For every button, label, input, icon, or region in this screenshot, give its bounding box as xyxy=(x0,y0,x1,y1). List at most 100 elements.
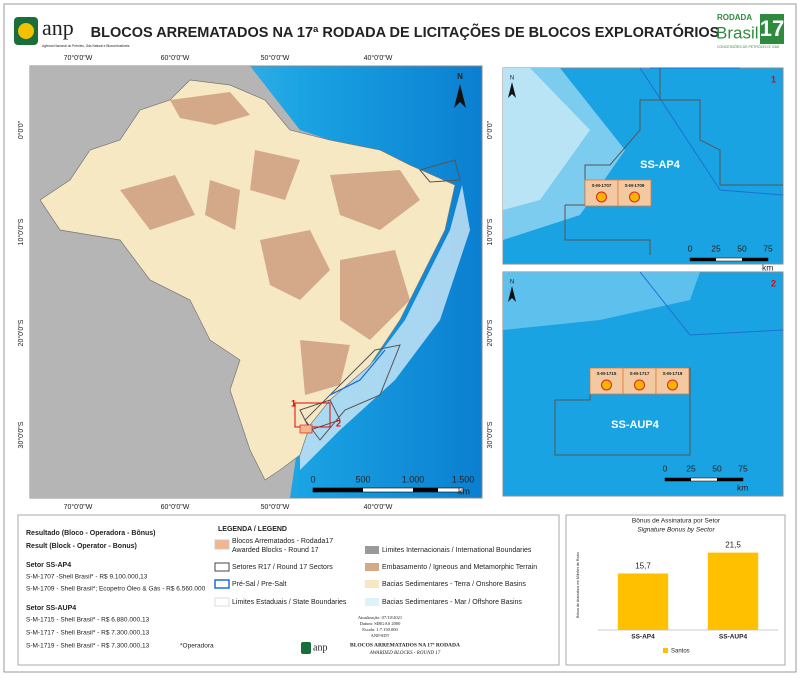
scale-label: 0 xyxy=(688,243,693,253)
longitude-label: 70°0'0"W xyxy=(64,503,93,511)
scale-label: 25 xyxy=(711,243,721,253)
legend-label: Santos xyxy=(671,649,690,655)
scale-bar-segment xyxy=(313,488,363,492)
inset-1 xyxy=(502,67,784,265)
legend-swatch xyxy=(365,563,379,571)
operator-icon xyxy=(601,379,612,391)
credit-title: AWARDED BLOCKS - ROUND 17 xyxy=(369,651,441,656)
longitude-label: 60°0'0"W xyxy=(161,54,190,62)
legend-swatch xyxy=(214,539,230,550)
credit-line: Atualização: 07/10/2021 xyxy=(358,615,402,620)
sector-name: Setor SS-AUP4 xyxy=(26,605,76,612)
round-logo-box xyxy=(760,14,784,44)
scale-bar-segment xyxy=(413,488,438,492)
longitude-label: 40°0'0"W xyxy=(364,503,393,511)
longitude-label: 60°0'0"W xyxy=(161,503,190,511)
legend-swatch xyxy=(214,597,230,607)
operator-icon xyxy=(667,379,678,391)
north-arrow xyxy=(508,286,516,302)
results-heading: Resultado (Bloco - Operadora - Bônus) xyxy=(26,530,156,537)
inset-number: 1 xyxy=(771,74,776,84)
y-axis-label: Bônus de Assinatura em Milhões de Reais xyxy=(576,552,580,618)
credit-line: ANP/SDT xyxy=(371,633,390,638)
info-panel xyxy=(17,514,560,666)
pre-salt xyxy=(639,67,784,196)
agency-logo: anp xyxy=(42,15,74,40)
inset-outline xyxy=(294,402,331,428)
value-label: 21,5 xyxy=(725,541,741,550)
chart-title: Bônus de Assinatura por Setor xyxy=(632,518,721,525)
scale-bar-segment xyxy=(717,478,743,481)
result-line: S-M-1719 - Shell Brasil* - R$ 7.300.000,… xyxy=(26,643,150,650)
operator-icon xyxy=(596,191,607,203)
operator-icon xyxy=(634,379,645,391)
operator-icon xyxy=(629,191,640,203)
legend-title: LEGENDA / LEGEND xyxy=(218,526,287,533)
latitude-label: 0°0'0" xyxy=(486,120,494,139)
longitude-label: 50°0'0"W xyxy=(261,54,290,62)
legend-label: Limites Internacionais / International B… xyxy=(382,547,532,554)
credit-title: BLOCOS ARREMATADOS NA 17ª RODADA xyxy=(350,642,460,648)
block-label: S-M-1709 xyxy=(625,183,645,188)
scale-unit: km xyxy=(737,482,748,492)
legend-label: Bacias Sedimentares - Terra / Onshore Ba… xyxy=(382,581,526,588)
sector-outline xyxy=(554,367,691,456)
scale-label: 25 xyxy=(686,463,696,473)
shelf xyxy=(503,68,590,210)
sector-name: Setor SS-AP4 xyxy=(26,562,71,569)
legend-label: Embasamento / Igneous and Metamorphic Te… xyxy=(382,564,537,571)
credit-line: Datum: SIRGAS 2000 xyxy=(360,621,402,626)
results-heading: Result (Block - Operator - Bonus) xyxy=(26,543,137,550)
basement-terrain xyxy=(120,92,420,395)
legend-swatch xyxy=(214,579,230,589)
block-label: S-M-1719 xyxy=(663,371,683,376)
legend-label: Bacias Sedimentares - Mar / Offshore Bas… xyxy=(382,599,522,606)
inset-number: 2 xyxy=(771,278,776,288)
scale-label: 75 xyxy=(738,463,748,473)
round-logo-top: RODADA xyxy=(717,13,752,22)
credit-logo: anp xyxy=(313,642,327,653)
round-logo-number: 17 xyxy=(760,16,784,41)
longitude-label: 70°0'0"W xyxy=(64,54,93,62)
shelf xyxy=(503,272,700,330)
latitude-label: 0°0'0" xyxy=(17,120,25,139)
scale-bar-segment xyxy=(690,258,716,261)
legend-swatch xyxy=(214,562,230,572)
sector-label: SS-AP4 xyxy=(640,159,681,171)
legend-label: Setores R17 / Round 17 Sectors xyxy=(232,564,333,571)
north-label: N xyxy=(510,76,514,82)
scale-label: 50 xyxy=(712,463,722,473)
bar xyxy=(617,573,669,630)
legend-swatch xyxy=(663,648,668,653)
result-line: S-M-1707 -Shell Brasil* - R$ 9.100.000,1… xyxy=(26,574,148,581)
footnote: *Operadora xyxy=(180,643,214,650)
north-label: N xyxy=(457,72,463,81)
result-line: S-M-1717 - Shell Brasil* - R$ 7.300.000,… xyxy=(26,630,150,637)
credit-line: Escala: 1:7.150.000 xyxy=(362,627,398,632)
page-border xyxy=(3,3,797,673)
scale-bar-segment xyxy=(665,478,691,481)
scale-label: 50 xyxy=(737,243,747,253)
scale-label: 0 xyxy=(310,474,315,484)
scale-label: 1.000 xyxy=(402,474,425,484)
legend-label: Blocos Arrematados - Rodada17 xyxy=(232,538,333,545)
result-line: S-M-1709 - Shell Brasil*; Ecopetro Óleo … xyxy=(26,584,206,593)
scale-bar-segment xyxy=(742,258,768,261)
latitude-label: 30°0'0"S xyxy=(486,421,494,448)
latitude-label: 20°0'0"S xyxy=(486,319,494,346)
block-label: S-M-1715 xyxy=(597,371,617,376)
latitude-label: 10°0'0"S xyxy=(486,218,494,245)
scale-unit: km xyxy=(762,262,773,272)
scale-label: 1.500 xyxy=(452,474,475,484)
north-label: N xyxy=(510,280,514,286)
x-tick-label: SS-AUP4 xyxy=(719,634,748,641)
chart-subtitle: Signature Bonus by Sector xyxy=(637,527,715,534)
legend-swatch xyxy=(365,546,379,554)
scale-label: 500 xyxy=(355,474,370,484)
north-arrow xyxy=(454,84,466,108)
latitude-label: 10°0'0"S xyxy=(17,218,25,245)
shelf xyxy=(300,185,470,470)
x-tick-label: SS-AP4 xyxy=(631,634,655,641)
block-label: S-M-1717 xyxy=(630,371,650,376)
